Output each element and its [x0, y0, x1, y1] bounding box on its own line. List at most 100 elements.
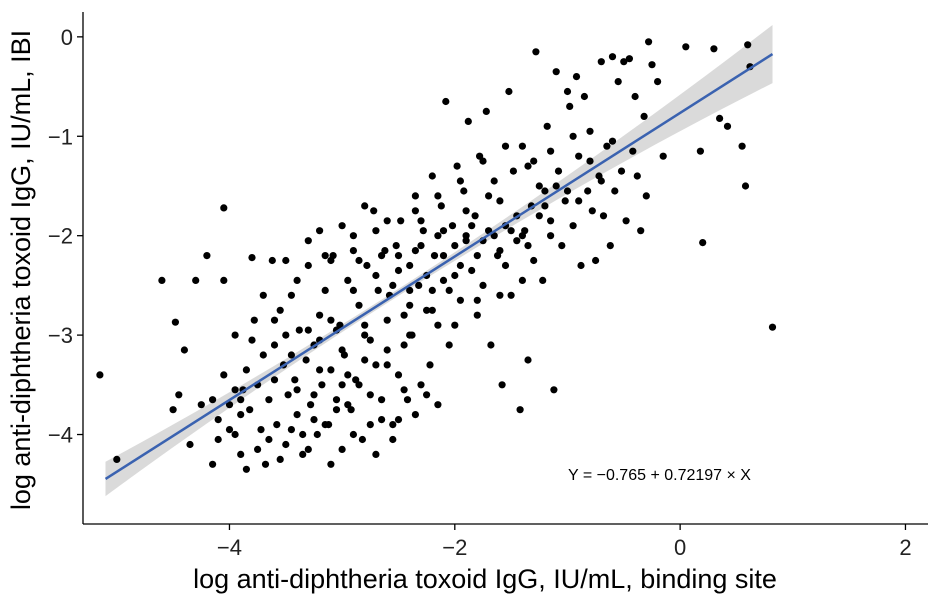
data-point [442, 97, 450, 106]
y-tick-label: −2 [48, 224, 73, 249]
data-point [588, 207, 596, 215]
data-point [291, 376, 299, 384]
data-point [383, 316, 391, 324]
data-point [276, 306, 284, 314]
data-point [287, 351, 295, 359]
data-point [563, 87, 572, 96]
x-tick-label: −4 [217, 535, 242, 560]
data-point [434, 232, 442, 240]
data-point [96, 371, 104, 379]
data-point [682, 43, 690, 51]
data-point [768, 323, 777, 331]
data-point [532, 48, 540, 56]
data-point [361, 202, 369, 210]
data-point [406, 301, 414, 309]
data-point [569, 222, 577, 230]
data-point [411, 247, 419, 255]
data-point [242, 366, 250, 374]
data-point [622, 217, 630, 225]
data-point [599, 212, 608, 220]
data-point [186, 440, 194, 449]
data-point [471, 212, 479, 220]
data-point [304, 445, 312, 453]
data-point [313, 430, 321, 439]
data-point [462, 237, 470, 245]
data-point [620, 58, 628, 66]
y-axis: 0 −1 −2 −3 −4 [48, 12, 84, 524]
data-point [225, 426, 234, 434]
data-point [257, 426, 265, 434]
data-point [563, 187, 572, 195]
data-point [270, 341, 279, 349]
data-point [434, 321, 442, 329]
data-point [654, 78, 662, 86]
data-point [637, 227, 645, 235]
data-point [426, 361, 434, 369]
data-point [270, 376, 279, 384]
data-point [453, 162, 461, 170]
data-point [180, 346, 188, 354]
data-point [633, 172, 641, 180]
data-point [378, 252, 386, 260]
data-point [411, 411, 419, 419]
data-point [428, 306, 436, 314]
data-point [428, 172, 436, 180]
data-point [580, 92, 589, 101]
data-point [175, 391, 183, 399]
data-point [287, 426, 295, 434]
data-point [460, 187, 468, 195]
points-layer [96, 38, 777, 473]
data-point [231, 430, 239, 439]
data-point [445, 286, 453, 294]
data-point [552, 182, 560, 190]
data-point [597, 58, 605, 66]
data-point [406, 286, 414, 294]
data-point [496, 247, 504, 255]
data-point [496, 197, 504, 205]
data-point [158, 276, 166, 284]
data-point [417, 242, 425, 250]
data-point [710, 45, 718, 53]
data-point [530, 256, 538, 265]
data-point [406, 331, 414, 339]
data-point [338, 346, 346, 354]
data-point [744, 41, 752, 49]
data-point [473, 252, 481, 260]
data-point [439, 276, 448, 284]
data-point [248, 254, 256, 262]
data-point [430, 252, 439, 260]
data-point [608, 137, 617, 145]
data-point [648, 61, 656, 69]
data-point [473, 296, 481, 304]
confidence-band-layer [105, 25, 773, 497]
data-point [113, 455, 121, 463]
data-point [415, 281, 423, 289]
data-point [699, 239, 707, 247]
data-point [400, 386, 408, 394]
data-point [327, 460, 335, 468]
data-point [344, 276, 352, 284]
data-point [372, 450, 380, 458]
data-point [716, 114, 724, 122]
data-point [203, 252, 211, 260]
data-point [468, 266, 476, 275]
data-point [552, 68, 560, 76]
data-point [209, 396, 217, 404]
data-point [659, 152, 667, 160]
data-point [547, 147, 555, 155]
data-point [259, 351, 267, 359]
data-point [220, 204, 228, 212]
data-point [268, 256, 276, 265]
data-point [417, 381, 425, 389]
data-point [192, 276, 200, 284]
data-point [479, 281, 487, 289]
data-point [625, 55, 634, 63]
x-tick-label: 0 [674, 535, 686, 560]
data-point [561, 197, 569, 205]
data-point [541, 187, 549, 195]
data-point [640, 112, 648, 120]
data-point [282, 331, 290, 339]
data-point [586, 127, 594, 135]
data-point [505, 87, 513, 96]
